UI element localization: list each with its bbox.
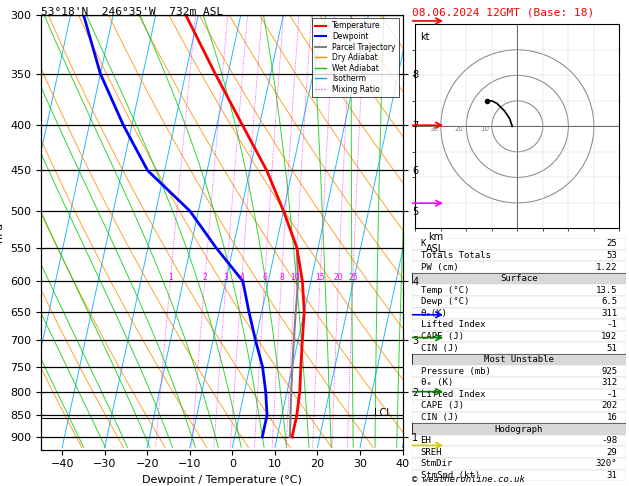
Text: 1: 1 [168, 273, 173, 282]
Text: StmSpd (kt): StmSpd (kt) [421, 471, 480, 480]
Text: 1.22: 1.22 [596, 262, 617, 272]
Text: LCL: LCL [374, 408, 392, 418]
Bar [412, 250, 626, 261]
Text: 925: 925 [601, 367, 617, 376]
Bar [412, 354, 626, 365]
Bar [412, 365, 626, 377]
Text: 2: 2 [203, 273, 208, 282]
Text: 53: 53 [606, 251, 617, 260]
Text: -1: -1 [606, 320, 617, 330]
Text: CIN (J): CIN (J) [421, 344, 458, 352]
Text: StmDir: StmDir [421, 459, 453, 469]
Bar [412, 469, 626, 481]
Bar [412, 342, 626, 354]
Text: SREH: SREH [421, 448, 442, 457]
Bar [412, 296, 626, 308]
Text: 25: 25 [606, 240, 617, 248]
Bar [412, 400, 626, 412]
Text: 13.5: 13.5 [596, 286, 617, 295]
Text: 8: 8 [279, 273, 284, 282]
Text: Lifted Index: Lifted Index [421, 390, 485, 399]
Bar [412, 423, 626, 435]
Text: © weatheronline.co.uk: © weatheronline.co.uk [412, 474, 525, 484]
Text: 20: 20 [455, 126, 464, 133]
Legend: Temperature, Dewpoint, Parcel Trajectory, Dry Adiabat, Wet Adiabat, Isotherm, Mi: Temperature, Dewpoint, Parcel Trajectory… [311, 18, 399, 97]
Text: Hodograph: Hodograph [495, 425, 543, 434]
Bar [412, 458, 626, 469]
Text: Totals Totals: Totals Totals [421, 251, 491, 260]
Text: 25: 25 [348, 273, 358, 282]
Text: 29: 29 [606, 448, 617, 457]
Text: 312: 312 [601, 378, 617, 387]
Text: 6: 6 [262, 273, 267, 282]
Text: PW (cm): PW (cm) [421, 262, 458, 272]
Text: 320°: 320° [596, 459, 617, 469]
Bar [412, 238, 626, 250]
Text: kt: kt [420, 32, 430, 42]
Bar [412, 308, 626, 319]
Text: CAPE (J): CAPE (J) [421, 332, 464, 341]
Text: θₑ(K): θₑ(K) [421, 309, 447, 318]
Text: 4: 4 [240, 273, 245, 282]
Text: 16: 16 [606, 413, 617, 422]
Bar [412, 447, 626, 458]
Text: 10: 10 [481, 126, 489, 133]
Text: Pressure (mb): Pressure (mb) [421, 367, 491, 376]
Text: 202: 202 [601, 401, 617, 410]
Text: 20: 20 [333, 273, 343, 282]
Bar [412, 273, 626, 284]
Text: 15: 15 [315, 273, 325, 282]
Text: 31: 31 [606, 471, 617, 480]
Bar [412, 435, 626, 447]
Text: 10: 10 [290, 273, 300, 282]
Bar [412, 377, 626, 389]
Text: 30: 30 [429, 126, 438, 133]
Text: Dewp (°C): Dewp (°C) [421, 297, 469, 306]
Text: 6.5: 6.5 [601, 297, 617, 306]
Text: -1: -1 [606, 390, 617, 399]
Text: Most Unstable: Most Unstable [484, 355, 554, 364]
Bar [412, 319, 626, 330]
Text: Lifted Index: Lifted Index [421, 320, 485, 330]
Bar [412, 261, 626, 273]
Text: -98: -98 [601, 436, 617, 445]
Bar [412, 284, 626, 296]
Text: K: K [421, 240, 426, 248]
Text: 51: 51 [606, 344, 617, 352]
Text: 53°18'N  246°35'W  732m ASL: 53°18'N 246°35'W 732m ASL [41, 7, 223, 17]
Text: EH: EH [421, 436, 431, 445]
Text: 08.06.2024 12GMT (Base: 18): 08.06.2024 12GMT (Base: 18) [412, 7, 594, 17]
Text: CAPE (J): CAPE (J) [421, 401, 464, 410]
X-axis label: Dewpoint / Temperature (°C): Dewpoint / Temperature (°C) [142, 475, 302, 485]
Y-axis label: km
ASL: km ASL [426, 232, 444, 254]
Bar [412, 330, 626, 342]
Text: 192: 192 [601, 332, 617, 341]
Bar [412, 389, 626, 400]
Text: 311: 311 [601, 309, 617, 318]
Text: 3: 3 [224, 273, 229, 282]
Text: Surface: Surface [500, 274, 538, 283]
Text: CIN (J): CIN (J) [421, 413, 458, 422]
Bar [412, 412, 626, 423]
Text: Temp (°C): Temp (°C) [421, 286, 469, 295]
Y-axis label: hPa: hPa [0, 222, 4, 242]
Text: θₑ (K): θₑ (K) [421, 378, 453, 387]
